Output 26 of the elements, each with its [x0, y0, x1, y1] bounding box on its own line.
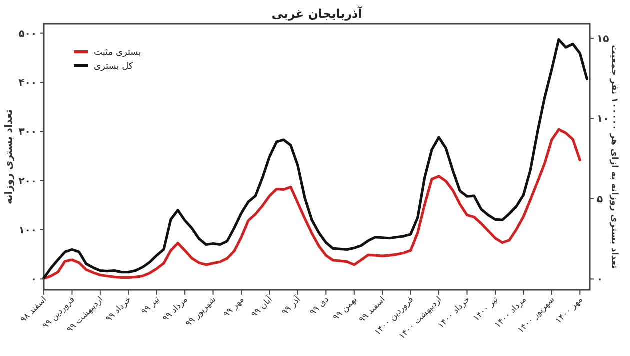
- y-tick-label: ۴۰۰: [18, 78, 37, 90]
- y2-axis-title: تعداد بستری روزانه به ازای هر ۱۰۰۰۰۰ نفر جمعیت: [609, 45, 619, 269]
- x-tick-label: مهر ۱۴۰۰: [554, 295, 586, 326]
- y-axis-title: تعداد بستری روزانه: [4, 109, 15, 205]
- legend-label: کل بستری: [94, 62, 134, 72]
- y2-tick-label: ۵: [597, 194, 604, 206]
- y2-tick-label: ۱۵: [597, 34, 610, 45]
- y-tick-label: ۱۰۰: [18, 226, 37, 237]
- x-tick-label: اسفند ۹۹: [358, 295, 388, 326]
- x-tick-label: خرداد ۹۹: [104, 295, 134, 325]
- x-tick-label: تیر ۹۹: [140, 294, 162, 318]
- chart-title: آذربایجان غربی: [272, 6, 364, 21]
- line-series: [42, 128, 582, 280]
- y-tick-label: ۰: [30, 274, 37, 286]
- y-tick-label: ۳۰۰: [18, 127, 37, 138]
- line-series: [42, 38, 588, 280]
- x-tick-label: بهمن ۹۹: [332, 295, 360, 323]
- legend-label: بستری مثبت: [94, 48, 142, 58]
- y-tick-label: ۲۰۰: [18, 176, 37, 188]
- x-tick-label: آبان ۹۹: [249, 294, 276, 320]
- y-tick-label: ۵۰۰: [18, 28, 37, 40]
- y2-tick-label: ۰: [597, 274, 604, 286]
- x-tick-label: دی ۹۹: [308, 294, 332, 318]
- y2-tick-label: ۱۰: [597, 114, 610, 126]
- x-tick-label: مهر ۹۹: [222, 295, 247, 320]
- x-tick-label: آذر ۹۹: [280, 294, 304, 318]
